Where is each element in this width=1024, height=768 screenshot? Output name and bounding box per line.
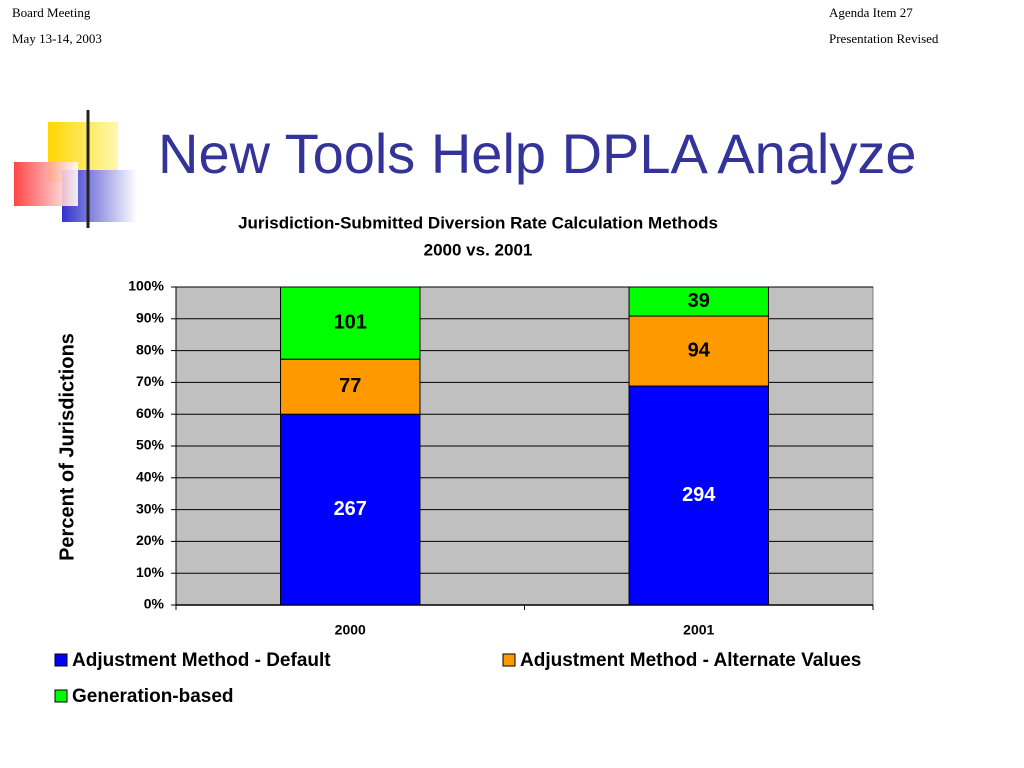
y-tick-label: 80%	[136, 341, 165, 357]
y-tick-label: 50%	[136, 437, 165, 453]
bar-segment	[628, 315, 769, 387]
y-tick-label: 20%	[136, 532, 165, 548]
data-label: 294	[682, 484, 716, 506]
slide-title: New Tools Help DPLA Analyze	[158, 122, 917, 185]
legend-label: Generation-based	[72, 686, 234, 707]
bar-segment	[628, 286, 769, 317]
data-label: 77	[339, 375, 361, 397]
data-label: 267	[334, 498, 367, 520]
bar-segment	[280, 286, 421, 360]
legend-swatch	[54, 653, 68, 667]
y-tick-label: 0%	[144, 596, 165, 612]
data-label: 39	[688, 290, 710, 312]
header-text: Presentation Revised	[829, 31, 939, 46]
header-text: Agenda Item 27	[829, 5, 913, 20]
legend-label: Adjustment Method - Alternate Values	[520, 650, 861, 671]
y-axis-label: Percent of Jurisdictions	[56, 333, 78, 561]
bar-segment	[628, 385, 769, 606]
y-tick-label: 60%	[136, 405, 165, 421]
header-text: May 13-14, 2003	[12, 31, 102, 46]
chart-subtitle: 2000 vs. 2001	[424, 240, 533, 259]
header-text: Board Meeting	[12, 5, 91, 20]
decoration	[14, 110, 1000, 228]
x-tick-label: 2001	[683, 622, 714, 638]
data-label: 94	[688, 339, 711, 361]
y-tick-label: 70%	[136, 373, 165, 389]
bar-segment	[280, 413, 421, 606]
chart-title: Jurisdiction-Submitted Diversion Rate Ca…	[238, 213, 718, 232]
data-label: 101	[334, 311, 367, 333]
y-tick-label: 90%	[136, 310, 165, 326]
legend-label: Adjustment Method - Default	[72, 650, 331, 671]
legend-swatch	[54, 689, 68, 703]
x-tick-label: 2000	[335, 622, 366, 638]
y-tick-label: 100%	[128, 278, 164, 294]
y-tick-label: 30%	[136, 500, 165, 516]
y-tick-label: 40%	[136, 469, 165, 485]
y-tick-label: 10%	[136, 564, 165, 580]
legend-swatch	[502, 653, 516, 667]
